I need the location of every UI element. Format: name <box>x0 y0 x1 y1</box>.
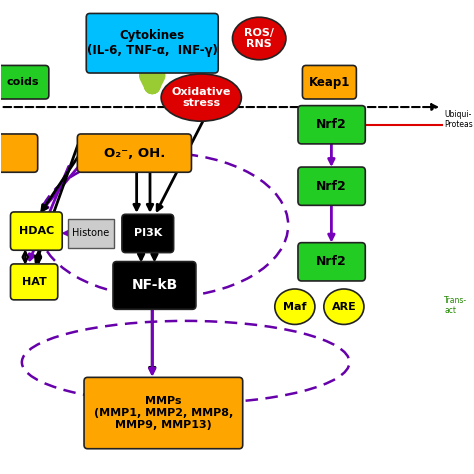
Text: Ubiqui-
Proteas: Ubiqui- Proteas <box>444 110 473 129</box>
FancyBboxPatch shape <box>0 134 38 172</box>
Text: PI3K: PI3K <box>134 228 162 238</box>
Text: ARE: ARE <box>331 302 356 312</box>
FancyBboxPatch shape <box>298 243 365 281</box>
Text: ROS/
RNS: ROS/ RNS <box>244 27 274 49</box>
Text: MMPs
(MMP1, MMP2, MMP8,
MMP9, MMP13): MMPs (MMP1, MMP2, MMP8, MMP9, MMP13) <box>94 396 233 429</box>
Text: Oxidative
stress: Oxidative stress <box>172 87 231 109</box>
Ellipse shape <box>232 17 286 60</box>
Text: Keap1: Keap1 <box>309 76 350 89</box>
Ellipse shape <box>275 289 315 324</box>
FancyBboxPatch shape <box>10 212 62 250</box>
FancyBboxPatch shape <box>84 377 243 449</box>
FancyBboxPatch shape <box>302 65 356 99</box>
FancyBboxPatch shape <box>113 262 196 310</box>
FancyBboxPatch shape <box>77 134 191 172</box>
Text: Nrf2: Nrf2 <box>316 118 347 131</box>
Text: HAT: HAT <box>22 277 46 287</box>
FancyBboxPatch shape <box>0 65 49 99</box>
Text: Histone: Histone <box>73 228 109 238</box>
FancyBboxPatch shape <box>68 219 114 248</box>
FancyBboxPatch shape <box>298 106 365 144</box>
FancyBboxPatch shape <box>10 264 58 300</box>
FancyBboxPatch shape <box>86 13 218 73</box>
Text: NF-kB: NF-kB <box>131 278 178 292</box>
Text: Maf: Maf <box>283 302 307 312</box>
Text: Trans-
act: Trans- act <box>444 296 467 315</box>
Text: Nrf2: Nrf2 <box>316 255 347 268</box>
Text: O₂⁻, OH.: O₂⁻, OH. <box>104 146 165 160</box>
FancyBboxPatch shape <box>298 167 365 205</box>
Text: coids: coids <box>7 77 39 87</box>
Text: Cytokines
(IL-6, TNF-α,  INF-γ): Cytokines (IL-6, TNF-α, INF-γ) <box>87 29 218 57</box>
FancyBboxPatch shape <box>122 214 173 253</box>
Ellipse shape <box>161 74 241 121</box>
Ellipse shape <box>324 289 364 324</box>
Text: Nrf2: Nrf2 <box>316 180 347 193</box>
Text: HDAC: HDAC <box>19 226 54 236</box>
